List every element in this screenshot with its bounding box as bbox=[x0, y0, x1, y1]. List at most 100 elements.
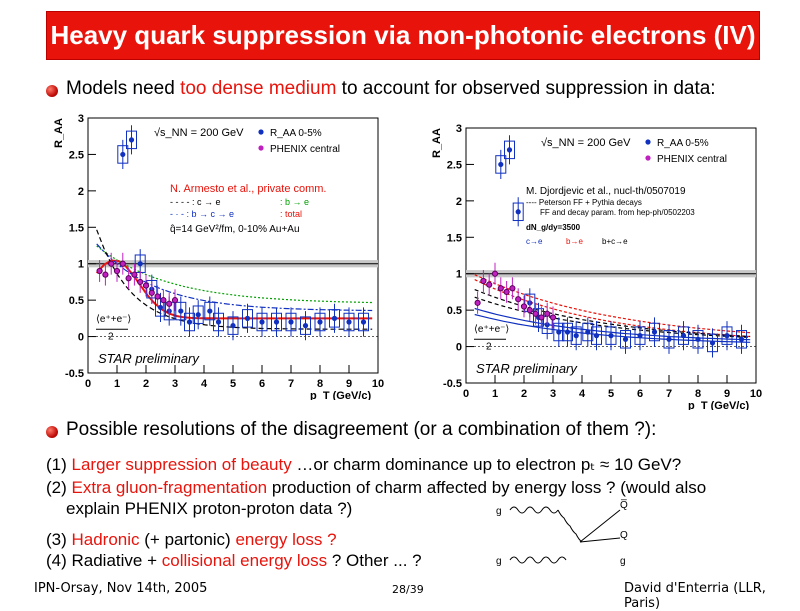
star-point bbox=[622, 336, 629, 342]
x-tick-label: 8 bbox=[695, 388, 701, 400]
star-point bbox=[556, 329, 562, 335]
phenix-point bbox=[520, 303, 528, 310]
feynman-diagram: g Q̅ Q g g bbox=[496, 499, 628, 567]
model-title: N. Armesto et al., private comm. bbox=[170, 183, 327, 195]
ratio-numerator: ⟨e⁺+e⁻⟩ bbox=[96, 314, 131, 325]
bullet-icon bbox=[46, 426, 58, 438]
star-point bbox=[128, 137, 135, 143]
y-tick-label: 0 bbox=[456, 342, 462, 354]
star-point bbox=[651, 329, 658, 335]
y-tick-label: 2 bbox=[78, 186, 84, 198]
x-tick-label: 6 bbox=[637, 388, 643, 400]
phenix-point bbox=[119, 260, 126, 267]
x-tick-label: 9 bbox=[346, 378, 352, 390]
model-bc-e bbox=[474, 289, 751, 338]
item-num: (4) Radiative + bbox=[46, 551, 162, 570]
y-axis-label: R_AA bbox=[431, 128, 443, 158]
star-point bbox=[273, 319, 280, 325]
label-q: Q bbox=[620, 530, 628, 541]
model-param: dN_g/dy=3500 bbox=[526, 223, 581, 232]
star-point bbox=[244, 315, 251, 321]
star-point bbox=[498, 161, 504, 168]
model-b-e bbox=[96, 245, 373, 304]
model-c-e-2 bbox=[474, 307, 751, 341]
model-param: q̂=14 GeV²/fm, 0-10% Au+Au bbox=[170, 223, 300, 235]
legend-phenix-marker bbox=[645, 155, 651, 161]
item-rest: production of charm affected by energy l… bbox=[267, 478, 707, 497]
star-point bbox=[288, 319, 294, 325]
phenix-point bbox=[497, 285, 504, 292]
x-tick-label: 10 bbox=[372, 378, 384, 390]
gluon-line-bottom bbox=[509, 556, 567, 564]
phenix-point bbox=[148, 289, 155, 296]
phenix-point bbox=[526, 307, 533, 314]
x-tick-label: 5 bbox=[608, 388, 614, 400]
phenix-point bbox=[108, 260, 115, 267]
label-g2: g bbox=[496, 556, 502, 567]
star-point bbox=[137, 261, 143, 267]
item-rest: ? Other ... ? bbox=[327, 551, 422, 570]
star-point bbox=[302, 323, 309, 329]
x-axis-label: p_T (GeV/c) bbox=[310, 390, 371, 400]
star-point bbox=[157, 304, 164, 311]
x-tick-label: 5 bbox=[230, 378, 236, 390]
model-line-2: FF and decay param. from hep-ph/0502203 bbox=[540, 208, 695, 217]
model-b-e-2 bbox=[474, 279, 751, 338]
slide-title: Heavy quark suppression via non-photonic… bbox=[47, 12, 759, 59]
star-preliminary-label: STAR preliminary bbox=[98, 351, 200, 366]
item-4: (4) Radiative + collisional energy loss … bbox=[46, 551, 422, 571]
star-point bbox=[317, 319, 323, 325]
phenix-point bbox=[474, 299, 481, 306]
star-point bbox=[593, 333, 600, 339]
star-point bbox=[695, 336, 701, 342]
star-point bbox=[215, 319, 222, 325]
model-total bbox=[95, 259, 373, 320]
footer-page: 28/39 bbox=[392, 583, 424, 596]
model-c-e bbox=[96, 229, 373, 330]
x-tick-label: 8 bbox=[317, 378, 323, 390]
y-tick-label: -0.5 bbox=[65, 368, 84, 380]
y-tick-label: -0.5 bbox=[443, 378, 462, 390]
y-tick-label: 1.5 bbox=[69, 222, 84, 234]
quark-line-top bbox=[579, 509, 621, 543]
chart-left: 0 1 2 3 4 5 6 7 8 9 10-0.500.511.522.53p_T (GeV/c)… bbox=[53, 113, 384, 400]
legend-star-label: R_AA 0-5% bbox=[657, 138, 709, 149]
x-tick-label: 4 bbox=[579, 388, 586, 400]
x-tick-label: 2 bbox=[143, 378, 149, 390]
phenix-point bbox=[486, 281, 493, 288]
model-line-1: ---- Peterson FF + Pythia decays bbox=[526, 198, 642, 207]
item-2-cont: explain PHENIX proton-proton data ?) bbox=[66, 499, 353, 518]
y-tick-label: 1 bbox=[78, 259, 84, 271]
model-b-e bbox=[474, 274, 751, 334]
x-tick-label: 3 bbox=[550, 388, 556, 400]
star-point bbox=[666, 336, 672, 342]
phenix-point bbox=[102, 271, 109, 278]
y-tick-label: 2 bbox=[456, 196, 462, 208]
model-title: M. Djordjevic et al., nucl-th/0507019 bbox=[526, 186, 686, 197]
ratio-denominator: 2 bbox=[486, 342, 492, 353]
legend-phenix-marker bbox=[258, 145, 264, 151]
phenix-point bbox=[503, 288, 510, 296]
model-line-total: : total bbox=[280, 209, 302, 219]
phenix-point bbox=[142, 282, 150, 289]
star-point bbox=[207, 308, 213, 314]
y-tick-label: 3 bbox=[78, 113, 84, 125]
y-tick-label: 3 bbox=[456, 123, 462, 135]
phenix-point bbox=[491, 270, 499, 277]
star-point bbox=[346, 319, 352, 325]
footer-right: David d'Enterria (LLR, Paris) bbox=[624, 581, 766, 611]
x-tick-label: 6 bbox=[259, 378, 265, 390]
star-point bbox=[178, 308, 184, 314]
item-num: (2) bbox=[46, 478, 72, 497]
ratio-denominator: 2 bbox=[108, 332, 114, 343]
y-axis-label: R_AA bbox=[53, 118, 65, 148]
phenix-point bbox=[509, 285, 516, 292]
legend-star-marker bbox=[645, 139, 651, 145]
phenix-point bbox=[166, 300, 173, 307]
star-point bbox=[573, 333, 579, 339]
y-tick-label: 0.5 bbox=[447, 305, 462, 317]
item-highlight: Hadronic bbox=[71, 530, 140, 549]
bullet-icon bbox=[46, 85, 58, 97]
item-num: (3) bbox=[46, 530, 72, 549]
star-point bbox=[515, 209, 521, 215]
